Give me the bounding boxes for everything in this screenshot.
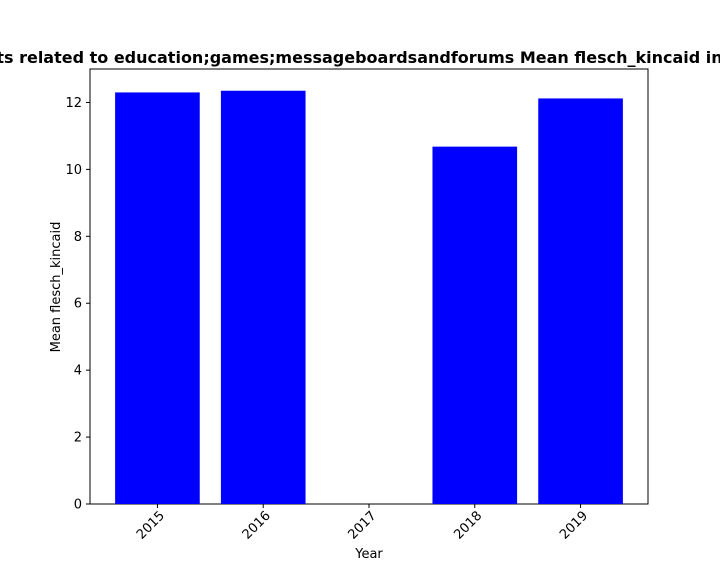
y-axis: 0 2 4 6 8 10 12 [65,96,90,513]
y-tick-label-6: 6 [74,297,82,312]
y-tick-label-10: 10 [65,163,82,178]
y-tick-label-4: 4 [74,364,82,379]
bars-group [115,90,623,505]
x-tick-label-2017: 2017 [346,509,380,543]
bar-2016 [220,90,306,504]
bar-2019 [538,98,623,504]
x-tick-label-2018: 2018 [451,509,485,543]
y-tick-label-12: 12 [65,96,82,111]
x-axis-label: Year [354,547,383,562]
x-tick-label-2016: 2016 [240,509,274,543]
y-axis-label: Mean flesch_kincaid [49,222,64,353]
x-tick-label-2015: 2015 [134,509,168,543]
y-tick-label-8: 8 [74,230,82,245]
bar-2018 [432,146,518,504]
y-tick-label-2: 2 [74,431,82,446]
x-tick-label-2019: 2019 [557,509,591,543]
x-axis: 2015 2016 2017 2018 2019 [134,504,591,543]
y-tick-label-0: 0 [74,498,82,513]
bar-2015 [115,92,200,505]
chart-title: ts related to education;games;messageboa… [0,48,720,67]
